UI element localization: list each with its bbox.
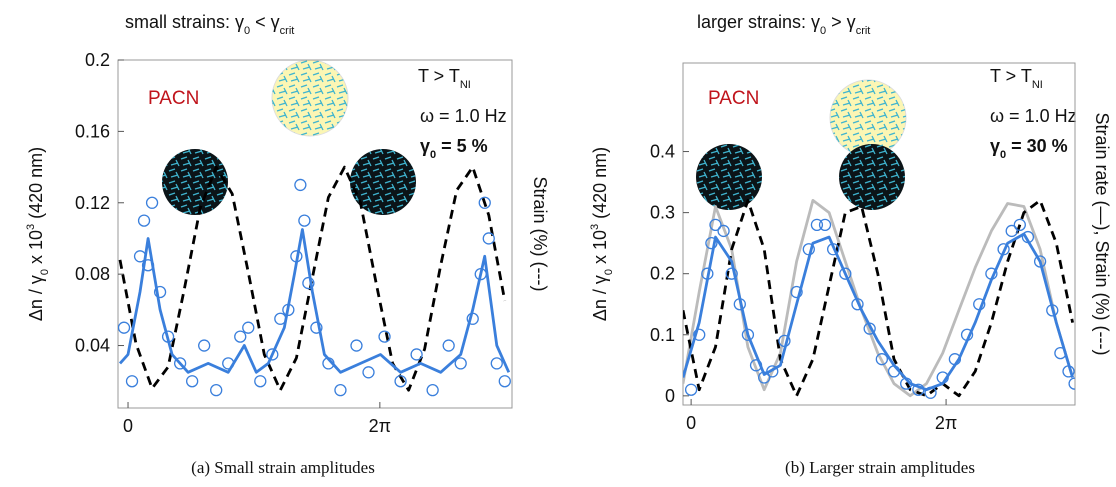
caption: (a) Small strain amplitudes [191,458,375,477]
y-tick-label: 0.2 [650,264,675,284]
x-tick-label: 0 [686,413,696,433]
data-point [454,357,467,370]
icon-fibers [839,144,905,210]
plot-area [683,199,1075,399]
data-point [1005,224,1018,238]
data-point [410,348,423,361]
plot: 0 0.1 0.2 0.3 0.4 0 2π [650,62,1076,433]
data-point [818,218,832,231]
data-point [482,232,495,245]
icons [162,59,416,215]
data-point [234,330,247,343]
y-tick-label: 0.3 [650,203,675,223]
y2-axis-label: Strain rate (—), Strain (%) (---) [1092,112,1112,355]
plot: 0.04 0.08 0.12 0.16 0.2 0 2π [75,50,513,436]
y-tick-label: 0.2 [85,50,110,70]
plot-frame [117,59,513,409]
y-tick-label: 0.08 [75,264,110,284]
y2-axis-label: Strain (%) (---) [530,177,550,292]
data-point [426,384,439,397]
data-point [684,383,698,396]
data-point [118,321,131,334]
icon-fibers [830,80,906,156]
data-point [362,366,375,379]
data-point [254,375,267,388]
data-point [378,330,391,343]
data-point [498,375,511,388]
data-point [478,196,491,209]
data-point [334,384,347,397]
y-axis-label: Δn / γ0 x 103 (420 nm) [589,147,615,321]
data-point [709,218,722,231]
data-point [266,348,279,361]
series-line [118,228,511,374]
data-point [725,267,738,280]
icon-fibers [350,149,416,215]
temperature-label: T > TNI [418,66,471,91]
data-point [442,339,455,352]
y-tick-label: 0.16 [75,121,110,141]
data-point [705,237,718,250]
data-point [790,285,803,299]
panel-title: larger strains: γ0 > γcrit [697,12,870,37]
icon-fibers [162,149,228,215]
temperature-label: T > TNI [990,66,1043,91]
x-tick-label: 0 [123,416,133,436]
frequency-label: ω = 1.0 Hz [420,106,507,126]
dashed-line [683,199,1074,398]
icon-fibers [696,144,762,210]
amplitude-label: γ0 = 30 % [990,136,1068,161]
data-point [394,375,407,388]
data-point [839,267,852,280]
data-point [198,339,211,352]
data-point [810,218,824,231]
data-point [490,357,503,370]
plot-area [118,165,511,397]
x-tick-label: 2π [935,413,957,433]
data-point [1033,255,1047,268]
y-tick-label: 0.1 [650,325,675,345]
data-point [875,353,888,366]
data-point [766,365,779,378]
data-point [145,196,159,209]
y-tick-label: 0.04 [75,336,110,356]
data-point [693,328,706,341]
data-point [186,375,199,388]
y-tick-label: 0 [665,386,675,406]
data-point [173,357,187,370]
data-point [302,276,315,290]
data-point [137,214,151,227]
y-tick-label: 0.4 [650,142,675,162]
caption: (b) Larger strain amplitudes [785,458,975,477]
data-point [242,321,255,334]
data-point [125,375,139,388]
data-point [210,384,223,397]
y-axis-label: Δn / γ0 x 103 (420 nm) [25,147,51,321]
panel-title: small strains: γ0 < γcrit [125,12,294,37]
series-line [683,232,1074,392]
data-point [1068,377,1075,390]
data-point [717,224,730,238]
frequency-label: ω = 1.0 Hz [990,106,1077,126]
data-point [350,339,363,352]
data-point [310,321,323,334]
amplitude-label: γ0 = 5 % [420,136,488,161]
data-point [1013,218,1026,231]
y-tick-label: 0.12 [75,193,110,213]
sample-label: PACN [148,88,199,109]
x-tick-label: 2π [369,416,391,436]
data-point [298,214,311,227]
data-point [294,178,307,192]
series-line [683,199,1074,398]
icon-fibers [272,60,348,136]
data-point [153,285,167,299]
icons [696,79,907,210]
plot-frame [682,62,1076,406]
sample-label: PACN [708,88,759,109]
